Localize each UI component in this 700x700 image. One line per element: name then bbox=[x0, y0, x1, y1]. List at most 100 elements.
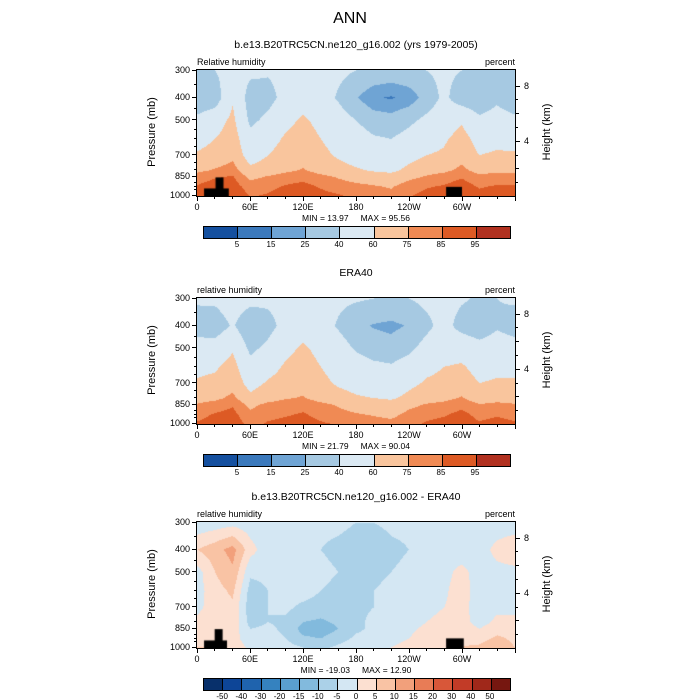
height-axis-label: Height (km) bbox=[541, 331, 553, 389]
colorbar-cell bbox=[374, 227, 409, 238]
colorbar-cell bbox=[340, 227, 375, 238]
contour-plot bbox=[196, 521, 516, 649]
x-tick bbox=[426, 649, 428, 651]
x-tick bbox=[284, 197, 286, 199]
y-minor-tick bbox=[194, 188, 196, 190]
y-tick-label: 850 bbox=[174, 623, 190, 634]
colorbar-tick-label: 75 bbox=[402, 468, 412, 477]
colorbar-cell bbox=[442, 227, 477, 238]
colorbar-cell bbox=[319, 679, 339, 690]
x-tick-label: 120E bbox=[292, 654, 314, 664]
x-tick bbox=[320, 197, 322, 199]
y-tick-label: 700 bbox=[174, 149, 190, 160]
colorbar-cell bbox=[272, 455, 307, 466]
colorbar-cell bbox=[395, 679, 416, 690]
x-tick bbox=[249, 649, 251, 653]
colorbar-tick-label: 85 bbox=[436, 240, 446, 249]
colorbar-labels: 5 15 25 40 60 75 85 95 bbox=[203, 240, 509, 250]
x-tick bbox=[284, 649, 286, 651]
y-tick-label: 500 bbox=[174, 114, 190, 125]
x-tick bbox=[443, 425, 445, 427]
y-minor-tick bbox=[194, 182, 196, 184]
y-minor-tick bbox=[194, 374, 196, 376]
x-tick bbox=[302, 197, 304, 201]
colorbar-tick-label: -50 bbox=[216, 692, 228, 700]
x-tick bbox=[267, 197, 269, 199]
colorbar-cell bbox=[340, 455, 375, 466]
colorbar bbox=[203, 454, 511, 467]
x-tick bbox=[267, 425, 269, 427]
y-tick bbox=[192, 627, 196, 629]
colorbar-tick-label: 40 bbox=[334, 240, 344, 249]
colorbar-tick-label: 95 bbox=[470, 240, 480, 249]
y-tick bbox=[192, 194, 196, 196]
contour-canvas bbox=[197, 298, 515, 424]
colorbar-cell bbox=[374, 455, 409, 466]
x-tick bbox=[496, 197, 498, 199]
colorbar-labels: -50 -40 -30 -20 -15 -10 -5 0 5 10 15 20 30 40 50 bbox=[203, 692, 509, 700]
y-minor-tick bbox=[194, 621, 196, 623]
x-tick bbox=[514, 649, 516, 653]
x-tick bbox=[373, 425, 375, 427]
colorbar-tick-label: -5 bbox=[333, 692, 341, 700]
colorbar-cell bbox=[306, 227, 341, 238]
height-minor-tick bbox=[516, 565, 519, 567]
y-minor-tick bbox=[194, 634, 196, 636]
x-tick bbox=[231, 649, 233, 651]
height-tick bbox=[516, 313, 520, 315]
y-tick bbox=[192, 347, 196, 349]
x-tick-label: 60E bbox=[241, 202, 259, 212]
colorbar-tick-label: 40 bbox=[466, 692, 476, 700]
y-minor-tick bbox=[194, 410, 196, 412]
y-minor-tick bbox=[194, 146, 196, 148]
panel-ann-model: b.e13.B20TRC5CN.ne120_g16.002 (yrs 1979-… bbox=[0, 36, 700, 250]
height-tick-label: 8 bbox=[524, 533, 530, 544]
x-tick-label: 120E bbox=[292, 202, 314, 212]
y-minor-tick bbox=[194, 413, 196, 415]
height-minor-tick bbox=[516, 410, 518, 412]
x-tick bbox=[479, 425, 481, 427]
height-minor-tick bbox=[516, 578, 518, 580]
x-tick bbox=[355, 425, 357, 429]
x-tick-label: 60W bbox=[452, 202, 472, 212]
colorbar-tick-label: 50 bbox=[485, 692, 495, 700]
colorbar-tick-label: 15 bbox=[408, 692, 418, 700]
x-tick bbox=[390, 425, 392, 427]
y-tick bbox=[192, 69, 196, 71]
height-tick-label: 4 bbox=[524, 136, 530, 147]
x-tick-label: 60W bbox=[452, 654, 472, 664]
colorbar-tick-label: 75 bbox=[402, 240, 412, 249]
x-tick bbox=[479, 197, 481, 199]
y-tick bbox=[192, 646, 196, 648]
colorbar-cell bbox=[434, 679, 454, 690]
x-tick bbox=[337, 649, 339, 651]
colorbar-tick-label: 95 bbox=[470, 468, 480, 477]
height-tick bbox=[516, 592, 520, 594]
height-minor-tick bbox=[516, 113, 519, 115]
x-tick bbox=[196, 197, 198, 201]
x-tick bbox=[479, 649, 481, 651]
colorbar-tick-label: 10 bbox=[389, 692, 399, 700]
x-tick bbox=[461, 425, 463, 429]
y-tick-label: 1000 bbox=[169, 418, 190, 428]
height-minor-tick bbox=[516, 154, 518, 156]
x-tick-label: 180 bbox=[348, 202, 364, 212]
height-axis-label: Height (km) bbox=[541, 103, 553, 161]
x-tick bbox=[214, 425, 216, 427]
colorbar-cell bbox=[376, 679, 396, 690]
units-label: percent bbox=[484, 509, 515, 519]
height-tick-label: 8 bbox=[524, 81, 530, 92]
colorbar-cell bbox=[223, 679, 243, 690]
y-tick bbox=[192, 382, 196, 384]
colorbar-tick-label: 60 bbox=[368, 240, 378, 249]
x-tick bbox=[355, 649, 357, 653]
colorbar-cell bbox=[472, 679, 492, 690]
x-tick bbox=[337, 197, 339, 199]
x-tick bbox=[408, 649, 410, 653]
contour-plot bbox=[196, 297, 516, 425]
x-tick bbox=[214, 197, 216, 199]
colorbar-tick-label: 15 bbox=[266, 240, 276, 249]
x-tick bbox=[390, 649, 392, 651]
x-tick bbox=[231, 425, 233, 427]
contour-canvas bbox=[197, 522, 515, 648]
